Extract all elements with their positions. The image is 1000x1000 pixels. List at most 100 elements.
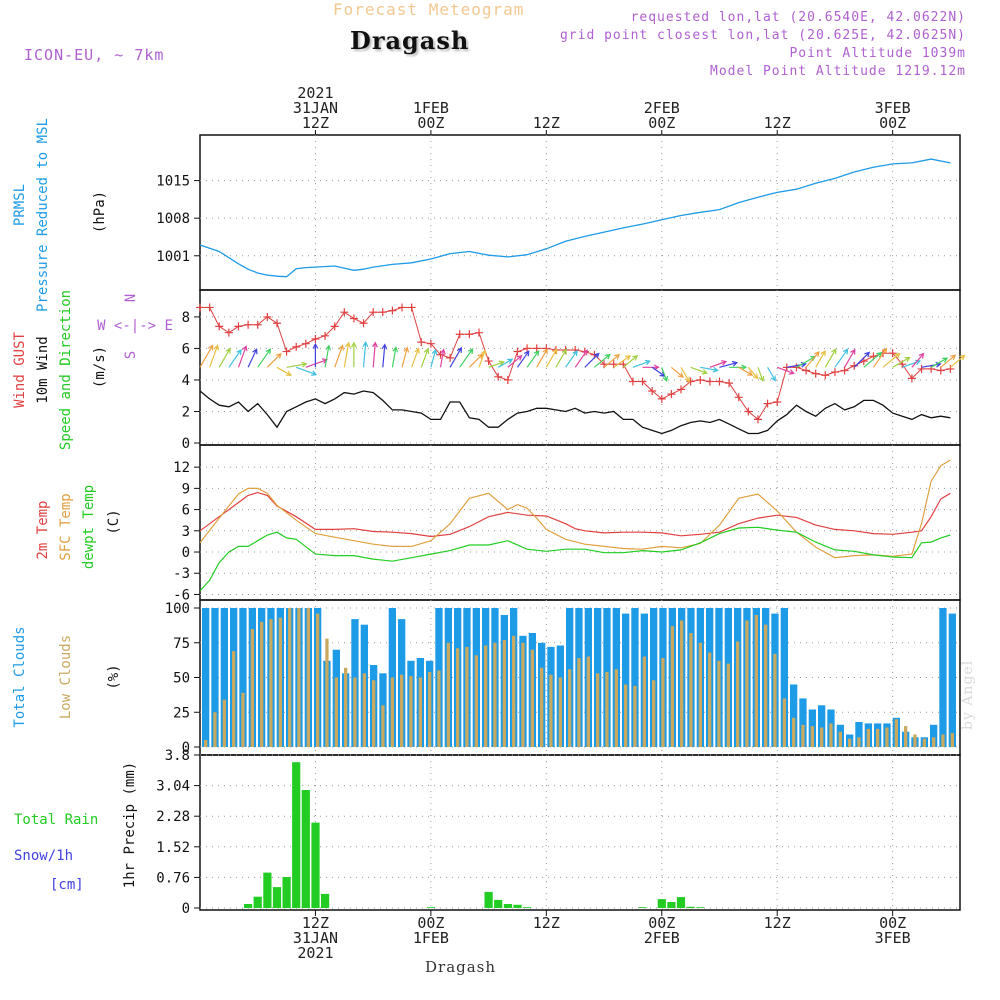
wind-direction-arrow	[459, 347, 474, 368]
wind-direction-arrow	[882, 352, 901, 368]
temp-sfc-line	[199, 459, 951, 559]
low-cloud-bar	[894, 719, 898, 747]
total-cloud-bar	[202, 608, 210, 747]
wind-direction-arrow	[488, 360, 505, 368]
wind-gust-marker	[513, 347, 522, 356]
wind-gust-marker	[301, 339, 310, 348]
rain-bar	[657, 899, 666, 908]
cloud-label-total: Total Clouds	[12, 626, 28, 727]
wind-gust-marker	[696, 375, 705, 384]
wind-direction-arrow	[401, 346, 410, 368]
wind-gust-marker	[503, 375, 512, 384]
low-cloud-bar	[213, 712, 217, 748]
y-tick-label: 25	[173, 705, 190, 721]
wind-gust-marker	[282, 347, 291, 356]
bottom-time-label: 00Z	[417, 914, 444, 932]
low-cloud-bar	[633, 685, 637, 747]
wind-gust-marker	[667, 390, 676, 399]
rain-bar	[696, 907, 705, 908]
total-cloud-bar	[855, 722, 863, 747]
y-tick-label: -3	[173, 566, 190, 582]
low-cloud-bar	[857, 737, 861, 747]
wind-direction-arrow	[507, 354, 523, 368]
low-cloud-bar	[232, 651, 236, 747]
low-cloud-bar	[829, 723, 833, 747]
low-cloud-bar	[409, 676, 413, 747]
low-cloud-bar	[297, 608, 301, 747]
wind-direction-arrow	[468, 353, 484, 368]
model-label: ICON-EU, ~ 7km	[24, 46, 165, 64]
low-cloud-bar	[512, 635, 516, 747]
wind-direction-arrow	[574, 349, 588, 368]
y-tick-label: 0	[182, 901, 190, 917]
total-cloud-bar	[650, 608, 658, 747]
wind-direction-arrow	[420, 347, 430, 368]
low-cloud-bar	[586, 656, 590, 747]
wind-direction-arrow	[497, 358, 514, 368]
panel-frame	[199, 444, 961, 601]
wind-direction-arrow	[786, 361, 807, 368]
bottom-time-label: 31JAN	[293, 929, 338, 947]
wind-label-10m: 10m Wind	[35, 336, 51, 403]
low-cloud-bar	[596, 673, 600, 747]
low-cloud-bar	[838, 731, 842, 747]
wind-gust-marker	[936, 366, 945, 375]
low-cloud-bar	[316, 613, 320, 747]
wind-direction-arrow	[805, 351, 820, 368]
wind-gust-marker	[705, 377, 714, 386]
low-cloud-bar	[568, 669, 572, 747]
bottom-time-label: 2FEB	[644, 929, 680, 947]
wind-gust-marker	[792, 363, 801, 372]
wind-gust-marker	[388, 306, 397, 315]
wind-direction-arrow	[526, 349, 540, 368]
low-cloud-bar	[493, 642, 497, 748]
y-tick-label: 1015	[156, 174, 190, 190]
top-time-label: 00Z	[648, 114, 675, 132]
temp-unit: (C)	[106, 509, 122, 534]
wind-gust-marker	[359, 319, 368, 328]
low-cloud-bar	[726, 663, 730, 747]
rain-bar	[321, 893, 330, 908]
panel-frame	[199, 754, 961, 911]
low-cloud-bar	[670, 626, 674, 747]
wind-gust-marker	[648, 386, 657, 395]
grid-coords: grid point closest lon,lat (20.625E, 42.…	[559, 28, 966, 43]
y-tick-label: 3	[182, 524, 190, 540]
top-time-label: 3FEB	[875, 99, 911, 117]
low-cloud-bar	[642, 656, 646, 747]
low-cloud-bar	[652, 680, 656, 747]
rain-bar	[523, 907, 532, 908]
wind-gust-marker	[244, 320, 253, 329]
low-cloud-bar	[222, 699, 226, 747]
wind-gust-marker	[455, 330, 464, 339]
precip-unit: 1hr Precip (mm)	[122, 762, 138, 888]
wind-direction-arrow	[921, 361, 942, 368]
rain-bar	[676, 897, 686, 908]
rain-bar	[311, 822, 320, 908]
wind-direction-arrow	[584, 352, 600, 368]
wind-gust-marker	[523, 344, 532, 353]
wind-speed-line	[199, 390, 951, 435]
y-tick-label: 6	[182, 503, 190, 519]
wind-direction-arrow	[709, 360, 728, 368]
wind-direction-arrow	[738, 366, 754, 376]
low-cloud-bar	[325, 638, 329, 747]
wind-direction-arrow	[930, 357, 949, 368]
total-cloud-bar	[930, 724, 938, 747]
low-cloud-bar	[540, 667, 544, 747]
cloud-label-low: Low Clouds	[58, 635, 74, 719]
wind-gust-marker	[205, 303, 214, 312]
rain-bar	[292, 762, 301, 908]
wind-direction-arrow	[747, 366, 759, 380]
pressure-label-desc: Pressure Reduced to MSL	[35, 118, 51, 312]
low-cloud-bar	[260, 621, 264, 747]
low-cloud-bar	[932, 737, 936, 747]
wind-direction-arrow	[209, 344, 219, 368]
y-tick-label: 8	[182, 310, 190, 326]
total-cloud-bar	[948, 613, 956, 747]
wind-direction-arrow	[632, 359, 651, 368]
wind-direction-arrow	[796, 355, 817, 368]
wind-gust-marker	[215, 322, 224, 331]
wind-gust-marker	[349, 314, 358, 323]
